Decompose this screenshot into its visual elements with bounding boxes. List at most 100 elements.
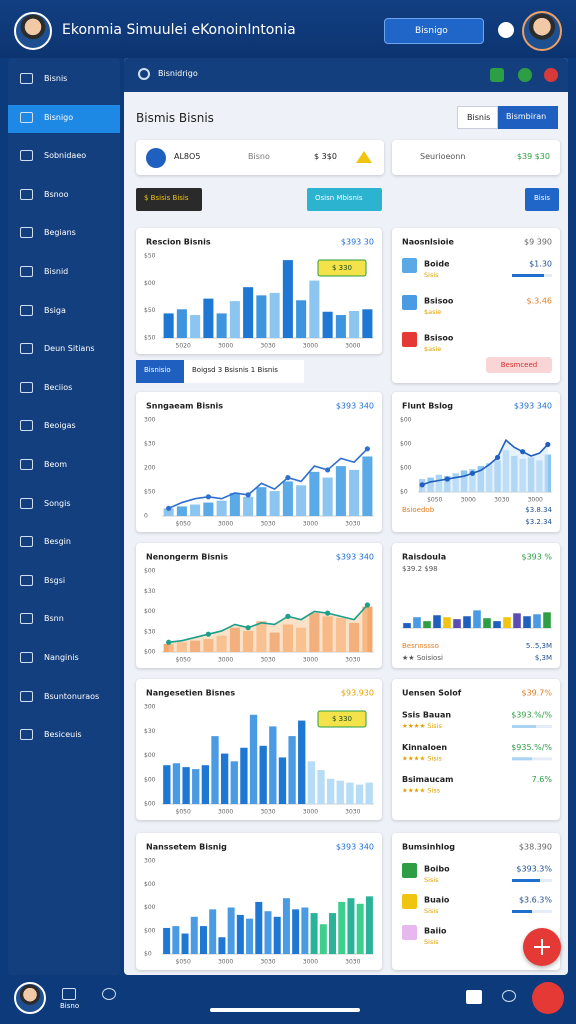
- icon[interactable]: [544, 68, 558, 82]
- sidebar-label: Nanginis: [44, 653, 79, 662]
- icon: [20, 227, 33, 239]
- icon: [20, 343, 33, 355]
- toolbar-icon: [138, 68, 150, 80]
- sidebar-label: Bsiga: [44, 305, 66, 315]
- chart-card: [392, 543, 560, 668]
- filter-select[interactable]: Boigsd 3 Bsisnis 1 Bisnis: [184, 360, 304, 383]
- sidebar-item[interactable]: Bisnid: [8, 259, 120, 285]
- stat-value: $39 $30: [516, 152, 550, 161]
- action-button[interactable]: Osisn Mbisnis: [307, 188, 382, 211]
- bottom-bar: Bisno: [0, 978, 576, 1024]
- list-card: [392, 228, 560, 383]
- sidebar: Bisnis Bisnigo Sobnidaeo Bsnoo Begians Bisnid…: [8, 58, 120, 975]
- sidebar-item[interactable]: Besgin: [8, 529, 120, 555]
- icon: [20, 188, 33, 200]
- icon: [20, 381, 33, 393]
- sidebar-label: Besiceuis: [44, 730, 82, 740]
- bottom-label: Bisno: [60, 1002, 80, 1010]
- sidebar-label: Bisnid: [44, 267, 69, 276]
- primary-button[interactable]: Bisnigo: [384, 18, 484, 44]
- sidebar-item[interactable]: Beom: [8, 452, 120, 478]
- icon[interactable]: [490, 68, 504, 82]
- filter-tab[interactable]: Bisnisio: [136, 360, 184, 383]
- chart-card: [136, 833, 382, 970]
- top-bar: Ekonmia Simuulei eKonoinIntonia Bisnigo: [0, 0, 576, 58]
- icon: [20, 73, 33, 84]
- icon: [20, 420, 33, 432]
- sidebar-label: Deun Sitians: [44, 344, 95, 354]
- sidebar-item[interactable]: Bsgsi: [8, 568, 120, 594]
- avatar[interactable]: [14, 982, 46, 1014]
- chart-card: [136, 543, 382, 668]
- sidebar-item[interactable]: Sobnidaeo: [8, 143, 120, 169]
- fab-add[interactable]: [523, 928, 561, 966]
- icon: [20, 652, 33, 663]
- sidebar-label: Bsnoo: [44, 189, 69, 199]
- icon: [20, 729, 33, 741]
- chart-card: [136, 679, 382, 820]
- sidebar-item[interactable]: Songis: [8, 491, 120, 517]
- sidebar-label: Bisnis: [44, 74, 68, 83]
- home-indicator: [210, 1008, 360, 1012]
- sidebar-item[interactable]: Bisnigo: [8, 104, 120, 133]
- menu-button[interactable]: [532, 982, 564, 1014]
- icon: [20, 613, 33, 625]
- page-title: Bismis Bisnis: [136, 111, 214, 125]
- icon: [20, 536, 33, 548]
- sidebar-item[interactable]: Begians: [8, 220, 120, 246]
- sidebar-item[interactable]: Nanginis: [8, 645, 120, 671]
- toolbar-title: Bisnidrigo: [158, 69, 198, 78]
- sidebar-item[interactable]: Bsuntonuraos: [8, 684, 120, 710]
- app-title: Ekonmia Simuulei eKonoinIntonia: [62, 22, 296, 38]
- sidebar-label: Sobnidaeo: [44, 151, 87, 161]
- sidebar-item[interactable]: Deun Sitians: [8, 336, 120, 362]
- sidebar-item[interactable]: Beciios: [8, 375, 120, 401]
- sidebar-item[interactable]: Besiceuis: [8, 722, 120, 748]
- sidebar-item[interactable]: Bisnis: [8, 66, 120, 92]
- sidebar-label: Bisnigo: [44, 112, 74, 122]
- icon: [20, 266, 33, 277]
- user-avatar[interactable]: [522, 11, 562, 51]
- sidebar-label: Bsuntonuraos: [44, 691, 100, 701]
- icon: [20, 304, 33, 316]
- stats-card: AL8O5 Bisno $ 3$0: [136, 140, 384, 175]
- sidebar-item[interactable]: Bsnn: [8, 606, 120, 632]
- stats-card: Seurioeonn $39 $30: [392, 140, 560, 175]
- sidebar-label: Songis: [44, 498, 71, 508]
- sidebar-label: Bsgsi: [44, 575, 66, 585]
- stat: $ 3$0: [314, 152, 337, 161]
- icon[interactable]: [518, 68, 532, 82]
- icon[interactable]: [466, 990, 482, 1004]
- sidebar-item[interactable]: Bsnoo: [8, 182, 120, 208]
- stat: AL8O5: [174, 152, 201, 161]
- stat-label: Seurioeonn: [420, 152, 466, 161]
- notification-icon[interactable]: [498, 22, 514, 38]
- tab[interactable]: Bisnis: [457, 106, 498, 129]
- icon: [20, 574, 33, 586]
- icon[interactable]: [502, 990, 516, 1002]
- icon[interactable]: [62, 988, 76, 1000]
- sidebar-label: Besgin: [44, 537, 71, 547]
- avatar[interactable]: [14, 12, 52, 50]
- sidebar-label: Begians: [44, 228, 76, 238]
- tab[interactable]: Bismbiran: [498, 106, 558, 129]
- list-card: [392, 679, 560, 820]
- action-button[interactable]: $ Bsisis Bisis: [136, 188, 202, 211]
- icon[interactable]: [102, 988, 116, 1000]
- sidebar-label: Bsnn: [44, 614, 64, 624]
- chart-card: [392, 392, 560, 532]
- toolbar: Bisnidrigo: [124, 58, 568, 92]
- sidebar-label: Beciios: [44, 382, 73, 392]
- stat: Bisno: [248, 152, 270, 161]
- sidebar-item[interactable]: Beoigas: [8, 413, 120, 439]
- icon: [20, 690, 33, 702]
- icon: [20, 459, 33, 470]
- icon: [146, 148, 166, 168]
- action-button[interactable]: Bisis: [525, 188, 559, 211]
- icon: [20, 111, 33, 123]
- icon: [20, 150, 33, 162]
- warning-icon: [356, 151, 372, 163]
- sidebar-label: Beoigas: [44, 421, 76, 431]
- sidebar-item[interactable]: Bsiga: [8, 298, 120, 324]
